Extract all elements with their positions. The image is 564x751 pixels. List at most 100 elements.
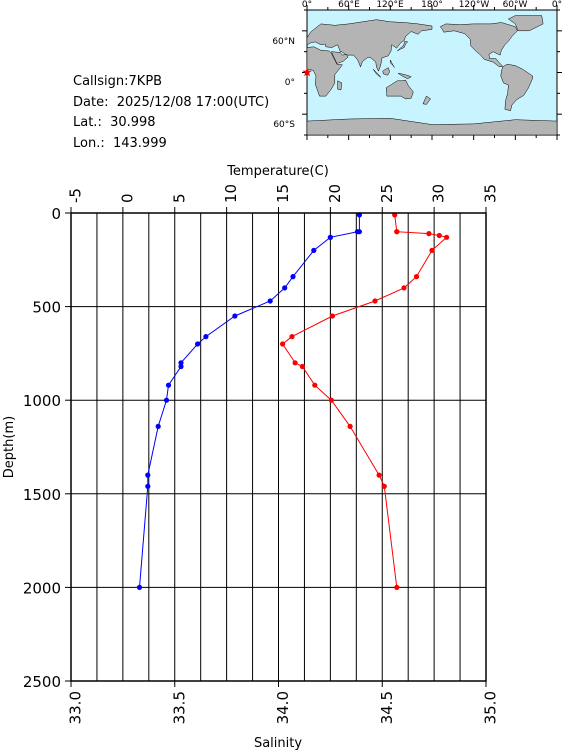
temperature-data-point <box>312 382 318 388</box>
temperature-tick-label: -5 <box>67 188 85 203</box>
temperature-data-point <box>299 363 305 370</box>
station-info: Callsign:7KPB Date: 2025/12/08 17:00(UTC… <box>73 72 269 154</box>
landmass <box>337 80 342 91</box>
plot-series <box>136 212 450 591</box>
salinity-data-point <box>136 584 143 591</box>
salinity-data-point <box>163 397 170 403</box>
temperature-data-point <box>292 360 298 366</box>
temperature-data-point <box>347 423 353 429</box>
map-lon-label-4: 120°W <box>459 0 490 10</box>
temperature-tick-label: 15 <box>274 184 292 203</box>
temperature-data-point <box>429 247 435 253</box>
landmass <box>306 46 343 97</box>
map-lon-label-1: 60°E <box>338 0 360 10</box>
salinity-axis-label: Salinity <box>254 736 302 751</box>
salinity-data-point <box>354 229 360 235</box>
salinity-data-point <box>145 483 151 489</box>
temperature-axis-label: Temperature(C) <box>226 164 329 179</box>
salinity-data-point <box>311 247 317 253</box>
temperature-data-point <box>329 313 335 319</box>
temperature-data-point <box>280 341 286 347</box>
map-lon-label-6: 0° <box>552 0 562 10</box>
temperature-tick-label: 30 <box>430 184 448 203</box>
landmass <box>422 95 431 105</box>
temperature-tick-label: 10 <box>222 184 240 203</box>
salinity-data-point <box>290 274 296 280</box>
map-lat-labels: 60°N 0° 60°S <box>272 37 295 130</box>
depth-axis-label: Depth(m) <box>2 416 17 478</box>
salinity-data-point <box>282 285 288 291</box>
depth-tick-labels: 0 500 1000 1500 2000 2500 <box>23 205 61 691</box>
temperature-tick-label: 20 <box>326 184 344 203</box>
landmass <box>507 15 544 32</box>
salinity-data-point <box>165 382 172 388</box>
salinity-data-point <box>267 298 273 304</box>
salinity-tick-label: 34.5 <box>378 691 396 724</box>
temperature-tick-label: 5 <box>170 193 188 203</box>
lat-text: Lat.: 30.998 <box>73 115 156 130</box>
landmass <box>382 67 390 76</box>
landmass <box>385 79 414 100</box>
temperature-data-point <box>413 274 420 280</box>
salinity-tick-label: 35.0 <box>482 691 500 724</box>
salinity-tick-label: 33.5 <box>170 691 188 724</box>
station-star-icon <box>302 67 312 77</box>
landmass <box>397 41 409 52</box>
map-lat-label-1: 0° <box>285 78 295 88</box>
map-lat-label-2: 60°S <box>273 120 295 130</box>
temperature-data-point <box>289 334 295 340</box>
callsign-text: Callsign:7KPB <box>73 74 163 89</box>
salinity-data-point <box>232 313 238 319</box>
temperature-data-point <box>394 229 400 235</box>
temperature-tick-labels: -5 0 5 10 15 20 25 30 35 <box>67 184 500 203</box>
landmass <box>306 19 433 72</box>
temperature-data-point <box>401 285 407 291</box>
landmass <box>397 72 412 80</box>
temperature-data-point <box>376 472 382 478</box>
depth-tick-label: 500 <box>32 299 61 317</box>
salinity-tick-label: 33.0 <box>67 691 85 724</box>
landmass <box>330 51 349 64</box>
salinity-data-point <box>178 363 184 370</box>
temperature-data-point <box>436 232 442 239</box>
salinity-data-point <box>145 472 151 478</box>
salinity-data-point <box>203 334 209 340</box>
depth-tick-label: 1500 <box>23 486 61 504</box>
temperature-tick-label: 25 <box>378 184 396 203</box>
map-lon-labels: 0° 60°E 120°E 180° 120°W 60°W 0° <box>302 0 562 10</box>
depth-tick-label: 0 <box>51 205 61 223</box>
temperature-data-point <box>426 231 432 237</box>
temperature-data-point <box>372 298 378 304</box>
temperature-data-point <box>328 397 334 403</box>
landmass <box>500 63 533 112</box>
map-lon-label-3: 180° <box>421 0 443 10</box>
landmass <box>439 22 518 68</box>
temperature-data-point <box>444 234 450 240</box>
map-lon-label-5: 60°W <box>503 0 528 10</box>
salinity-profile-line <box>139 214 360 588</box>
temperature-data-point <box>381 483 387 489</box>
temperature-data-point <box>394 584 400 591</box>
world-map: 0° 60°E 120°E 180° 120°W 60°W 0° 60°N 0°… <box>272 0 562 140</box>
depth-tick-label: 1000 <box>23 392 61 410</box>
temperature-profile-line <box>281 214 448 588</box>
salinity-data-point <box>178 360 184 366</box>
map-lon-label-2: 120°E <box>376 0 404 10</box>
plot-ticks <box>65 207 487 687</box>
lon-text: Lon.: 143.999 <box>73 135 167 151</box>
temperature-tick-label: 35 <box>482 184 500 203</box>
salinity-data-point <box>327 234 333 240</box>
salinity-tick-labels: 33.0 33.5 34.0 34.5 35.0 <box>67 691 500 724</box>
profile-plot: -5 0 5 10 15 20 25 30 35 33.0 33.5 34.0 34.5 35.0 0 5… <box>2 164 500 751</box>
temperature-tick-label: 0 <box>118 193 136 203</box>
depth-tick-label: 2500 <box>23 673 61 691</box>
salinity-data-point <box>195 341 201 347</box>
map-ticks <box>302 5 562 140</box>
depth-tick-label: 2000 <box>23 579 61 597</box>
salinity-tick-label: 34.0 <box>274 691 292 724</box>
landmass <box>390 59 395 68</box>
landmass <box>372 68 381 78</box>
map-land <box>306 15 558 136</box>
date-text: Date: 2025/12/08 17:00(UTC) <box>73 94 270 110</box>
